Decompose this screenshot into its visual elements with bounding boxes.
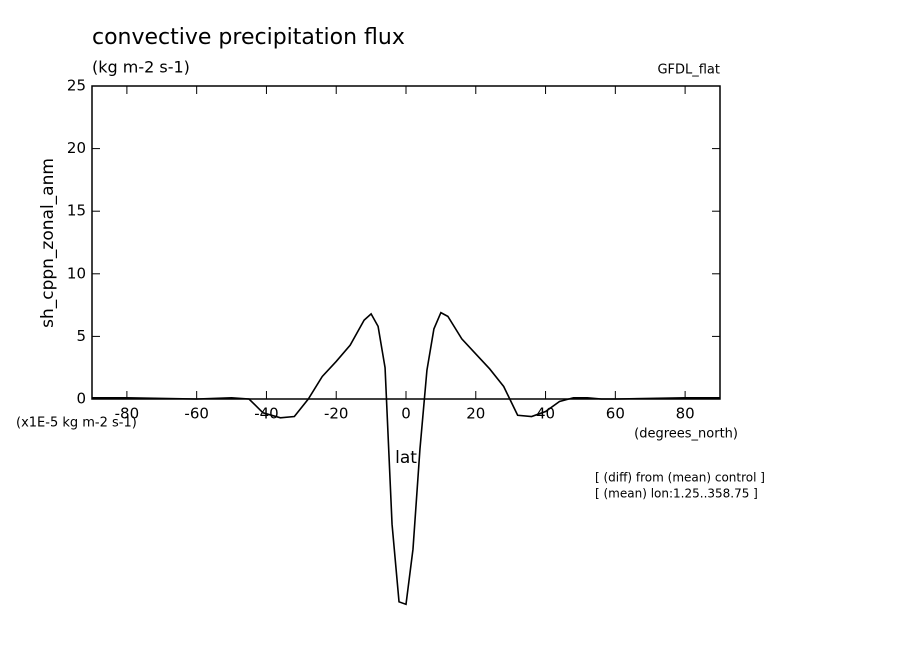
x-units: (degrees_north) — [634, 427, 738, 442]
x-tick-label: -60 — [184, 405, 209, 423]
y-axis-label: sh_cppn_zonal_anm — [38, 158, 58, 328]
y-tick-label: 15 — [67, 202, 86, 220]
y-units: (x1E-5 kg m-2 s-1) — [16, 416, 137, 431]
y-tick-label: 5 — [76, 327, 86, 345]
x-axis-label: lat — [395, 448, 417, 468]
x-tick-label: 0 — [401, 405, 411, 423]
y-tick-label: 0 — [76, 390, 86, 408]
x-tick-label: 80 — [676, 405, 695, 423]
plot-frame — [91, 85, 721, 400]
y-tick-label: 25 — [67, 77, 86, 95]
y-tick-label: 20 — [67, 139, 86, 157]
annotation: [ (diff) from (mean) control ] — [595, 471, 765, 485]
x-tick-label: 20 — [466, 405, 485, 423]
chart-title: convective precipitation flux — [92, 25, 405, 50]
y-tick-label: 10 — [67, 264, 86, 282]
chart-subtitle: (kg m-2 s-1) — [92, 58, 190, 77]
annotation: [ (mean) lon:1.25..358.75 ] — [595, 487, 758, 501]
x-tick-label: -20 — [324, 405, 349, 423]
data-line — [92, 311, 720, 606]
dataset-label: GFDL_flat — [657, 63, 720, 78]
x-tick-label: -80 — [115, 405, 140, 423]
x-tick-label: 60 — [606, 405, 625, 423]
